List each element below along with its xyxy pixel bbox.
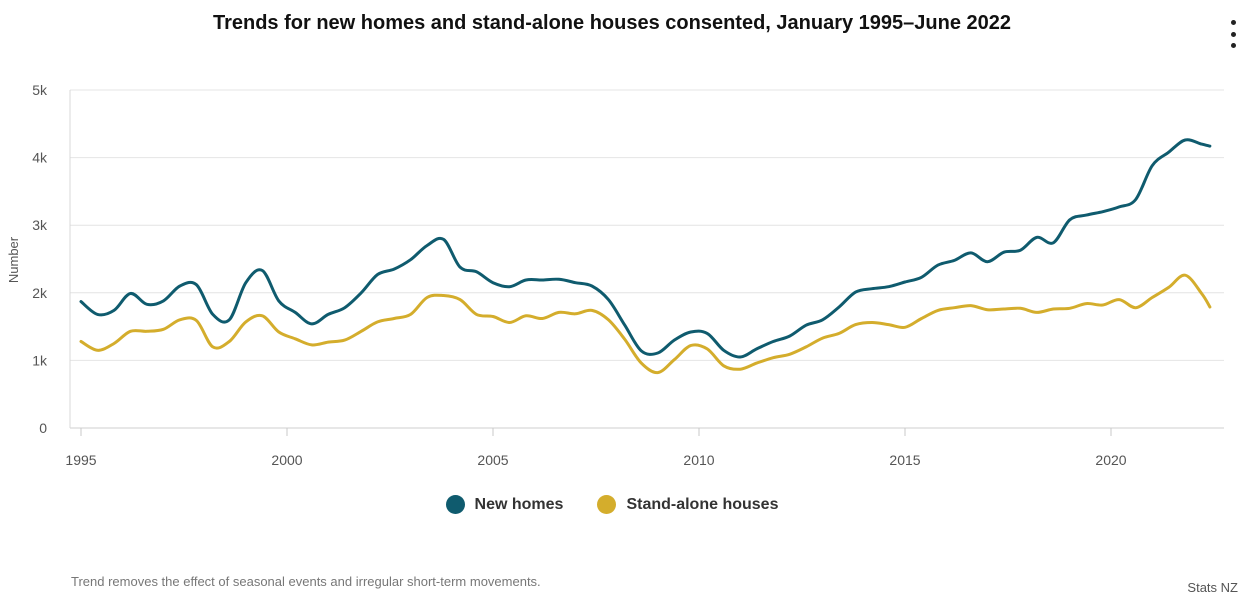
new-homes-dot-icon (445, 495, 465, 514)
x-axis: 1995 2000 2005 2010 2015 2020 (65, 428, 1127, 468)
y-axis: 0 1k 2k 3k 4k 5k (32, 82, 48, 436)
menu-dot-icon (1230, 31, 1236, 37)
grid-lines (69, 89, 1224, 429)
series-lines (79, 138, 1212, 375)
y-tick-label: 5k (32, 82, 48, 98)
line-chart: 0 1k 2k 3k 4k 5k 1995 2000 2005 2010 2015 2020 Num… (6, 82, 1224, 468)
stand-alone-houses-dot-icon (597, 495, 617, 514)
legend-label: Stand-alone houses (626, 495, 779, 513)
legend: New homes Stand-alone houses (0, 495, 1224, 514)
x-tick-label: 2000 (271, 452, 302, 468)
y-tick-label: 4k (32, 150, 48, 166)
y-axis-label: Number (6, 236, 21, 283)
source-credit: Stats NZ (1187, 580, 1238, 595)
chart-title: Trends for new homes and stand-alone hou… (212, 12, 1012, 34)
x-tick-label: 2015 (889, 452, 920, 468)
legend-label: New homes (474, 495, 564, 513)
x-tick-label: 2010 (683, 452, 714, 468)
series-line-new-homes[interactable] (79, 138, 1212, 359)
x-tick-label: 2020 (1095, 452, 1126, 468)
x-tick-label: 2005 (477, 452, 508, 468)
kebab-menu-icon[interactable] (1228, 20, 1238, 48)
y-tick-label: 0 (39, 420, 47, 436)
legend-item-new-homes[interactable]: New homes (445, 495, 564, 514)
menu-dot-icon (1230, 20, 1236, 25)
y-tick-label: 1k (32, 352, 48, 368)
y-tick-label: 3k (32, 217, 48, 233)
legend-item-stand-alone-houses[interactable]: Stand-alone houses (597, 495, 778, 514)
series-line-stand-alone-houses[interactable] (79, 273, 1212, 375)
menu-dot-icon (1230, 43, 1236, 48)
y-tick-label: 2k (32, 285, 48, 301)
x-tick-label: 1995 (65, 452, 96, 468)
footnote: Trend removes the effect of seasonal eve… (71, 574, 541, 589)
